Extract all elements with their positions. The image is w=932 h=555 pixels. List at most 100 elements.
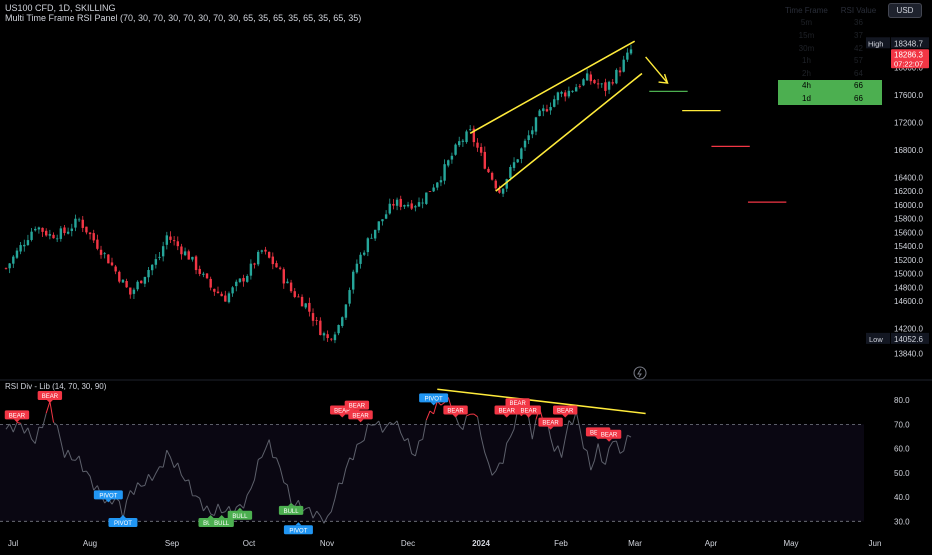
candle-body bbox=[293, 291, 296, 297]
rsi-axis-tick: 60.0 bbox=[894, 445, 910, 454]
currency-button[interactable]: USD bbox=[888, 3, 922, 18]
signal-pointer bbox=[339, 414, 346, 418]
candle-body bbox=[242, 277, 245, 282]
lightning-icon[interactable] bbox=[633, 366, 647, 380]
high-label: High bbox=[868, 39, 883, 48]
signal-bear-label: BEAR bbox=[447, 409, 464, 415]
signal-bear-label: BEAR bbox=[352, 413, 369, 419]
signal-bear-badge[interactable] bbox=[596, 429, 622, 439]
candle-body bbox=[542, 108, 545, 112]
channel-lower-line[interactable] bbox=[495, 72, 643, 192]
candle-body bbox=[337, 324, 340, 334]
candle-body bbox=[118, 271, 121, 282]
time-axis-label: Apr bbox=[705, 539, 718, 548]
signal-bull-badge[interactable] bbox=[278, 505, 304, 515]
time-axis-label: Sep bbox=[165, 539, 180, 548]
candle-body bbox=[30, 231, 33, 240]
candle-body bbox=[172, 240, 176, 242]
signal-bear-label: BEAR bbox=[349, 404, 366, 410]
channel-upper-line[interactable] bbox=[469, 40, 636, 135]
rsi-pane-title[interactable]: RSI Div - Lib (14, 70, 30, 90) bbox=[5, 382, 107, 391]
time-axis-label: Mar bbox=[628, 539, 642, 548]
candle-body bbox=[19, 245, 22, 252]
signal-bear-badge[interactable] bbox=[348, 410, 373, 420]
price-axis-tick: 16800.0 bbox=[894, 146, 923, 155]
candle-body bbox=[629, 49, 633, 54]
signal-bull-badge[interactable] bbox=[209, 518, 234, 528]
signal-bear-badge[interactable] bbox=[516, 405, 541, 415]
signal-bear-badge[interactable] bbox=[344, 400, 370, 410]
candle-body bbox=[85, 226, 88, 233]
candle-body bbox=[322, 333, 326, 336]
time-axis-label: Oct bbox=[243, 539, 256, 548]
signal-bear-badge[interactable] bbox=[37, 390, 63, 400]
rsi-panel-value: 57 bbox=[854, 56, 863, 66]
candle-body bbox=[476, 142, 479, 148]
price-axis-tick: 16200.0 bbox=[894, 187, 923, 196]
candle-body bbox=[373, 229, 377, 239]
rsi-axis-tick: 70.0 bbox=[894, 420, 910, 429]
signal-pivot-badge[interactable] bbox=[93, 490, 123, 500]
arrow-line[interactable] bbox=[645, 56, 669, 84]
candle-body bbox=[256, 251, 260, 265]
rsi-panel-table: Time Frame RSI Value 5m 36 15m 37 30m 42 1h… bbox=[778, 4, 882, 105]
signal-pivot-badge[interactable] bbox=[108, 518, 138, 528]
price-axis-tick: 17600.0 bbox=[894, 91, 923, 100]
candle-body bbox=[531, 130, 534, 135]
rsi-line bbox=[5, 409, 632, 524]
candle-body bbox=[202, 273, 205, 275]
signal-pivot-badge[interactable] bbox=[283, 525, 313, 535]
price-axis-tick: 16000.0 bbox=[894, 201, 923, 210]
high-value: 18348.7 bbox=[894, 39, 923, 48]
rsi-panel-value: 66 bbox=[834, 92, 882, 105]
candle-body bbox=[165, 235, 169, 245]
candle-body bbox=[176, 241, 179, 247]
signal-bear-badge[interactable] bbox=[4, 410, 30, 420]
rsi-trendline[interactable] bbox=[437, 388, 646, 415]
price-axis-tick: 13840.0 bbox=[894, 349, 923, 358]
rsi-panel-header-value: RSI Value bbox=[840, 5, 877, 15]
candle-body bbox=[253, 263, 256, 265]
candle-body bbox=[23, 244, 26, 247]
candle-body bbox=[352, 271, 355, 290]
candle-body bbox=[585, 73, 589, 81]
rsi-panel-tf: 1d bbox=[778, 92, 835, 105]
candle-body bbox=[509, 166, 512, 178]
candle-body bbox=[468, 129, 472, 131]
indicator-title[interactable]: Multi Time Frame RSI Panel (70, 30, 70, … bbox=[5, 13, 362, 23]
price-axis-tick: 16400.0 bbox=[894, 173, 923, 182]
signal-pivot-badge[interactable] bbox=[419, 393, 449, 403]
rsi-panel-value: 64 bbox=[854, 68, 863, 78]
signal-bear-badge[interactable] bbox=[553, 405, 578, 415]
arrow-head bbox=[658, 73, 669, 84]
candle-body bbox=[136, 281, 139, 290]
candle-body bbox=[304, 303, 307, 308]
candle-body bbox=[74, 218, 77, 228]
candle-body bbox=[238, 278, 242, 282]
lightning-icon-glyph bbox=[637, 368, 642, 378]
candle-body bbox=[125, 280, 128, 288]
candle-body bbox=[81, 219, 84, 228]
candle-body bbox=[410, 203, 413, 209]
candle-body bbox=[26, 240, 30, 246]
signal-bear-badge[interactable] bbox=[538, 417, 563, 427]
rsi-band bbox=[0, 424, 864, 522]
low-value-box bbox=[891, 332, 929, 344]
signal-bear-label: BEAR bbox=[542, 421, 559, 427]
rsi-axis-tick: 80.0 bbox=[894, 396, 910, 405]
candle-body bbox=[399, 198, 402, 207]
candle-body bbox=[604, 82, 607, 91]
signal-pointer bbox=[430, 402, 437, 406]
signal-bear-badge[interactable] bbox=[505, 398, 530, 408]
signal-pointer bbox=[218, 515, 225, 519]
signal-bear-badge[interactable] bbox=[494, 405, 519, 415]
candle-body bbox=[479, 147, 483, 153]
signal-bear-badge[interactable] bbox=[443, 405, 468, 415]
signal-bull-badge[interactable] bbox=[227, 510, 253, 520]
candle-body bbox=[267, 251, 271, 258]
candle-body bbox=[501, 188, 505, 194]
symbol-title[interactable]: US100 CFD, 1D, SKILLING bbox=[5, 3, 116, 13]
candle-body bbox=[147, 270, 150, 278]
